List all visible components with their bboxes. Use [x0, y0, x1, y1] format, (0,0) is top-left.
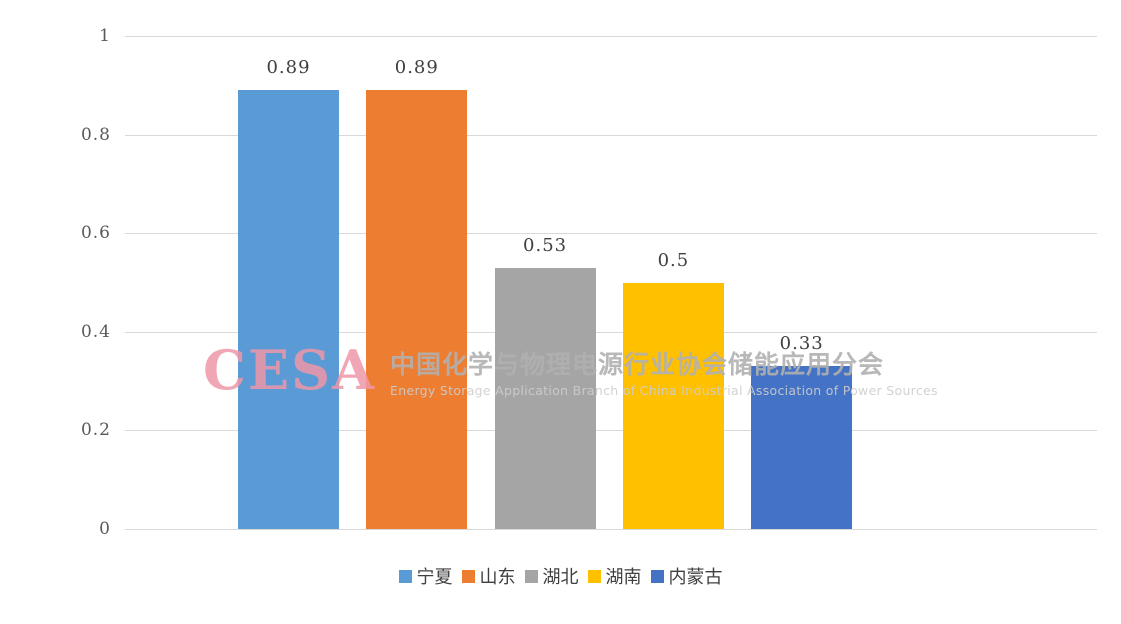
- legend-item-内蒙古: 内蒙古: [650, 563, 723, 589]
- y-axis-tick-label: 0.2: [80, 420, 111, 441]
- bar-湖南: [622, 282, 724, 529]
- y-axis-tick-label: 0.4: [80, 321, 111, 342]
- bar-value-label: 0.89: [394, 57, 439, 79]
- gridline: [125, 36, 1097, 37]
- bar-value-label: 0.53: [523, 234, 568, 256]
- legend-swatch: [524, 569, 538, 583]
- legend-label: 湖南: [605, 567, 642, 588]
- gridline: [125, 331, 1097, 333]
- legend-item-湖南: 湖南: [587, 563, 642, 589]
- y-axis-tick-label: 0.8: [80, 124, 111, 145]
- y-axis-tick-label: 0.6: [80, 223, 111, 244]
- legend: 宁夏 山东 湖北 湖南 内蒙古: [0, 563, 1121, 589]
- y-axis-tick-label: 1: [99, 26, 111, 46]
- legend-swatch: [587, 569, 601, 583]
- gridline: [125, 529, 1097, 530]
- legend-swatch: [461, 569, 475, 583]
- gridline: [125, 430, 1097, 432]
- legend-label: 内蒙古: [668, 567, 723, 588]
- gridline: [125, 233, 1097, 235]
- bar-value-label: 0.5: [657, 249, 690, 271]
- legend-label: 宁夏: [416, 567, 453, 588]
- bar-湖北: [494, 267, 596, 529]
- legend-label: 山东: [479, 567, 516, 588]
- plot-area: 0 0.2 0.4 0.6 0.8 1 0.89 0.89 0.53 0.5 0.33: [81, 26, 1097, 539]
- y-axis-tick-label: 0: [99, 519, 111, 539]
- bar-山东: [366, 90, 468, 529]
- legend-label: 湖北: [542, 567, 579, 588]
- bar-宁夏: [238, 90, 339, 529]
- bar-内蒙古: [751, 366, 853, 529]
- bar-value-label: 0.33: [779, 333, 824, 355]
- legend-swatch: [650, 569, 664, 583]
- bar-value-label: 0.89: [266, 57, 311, 79]
- legend-item-山东: 山东: [461, 563, 516, 589]
- gridline: [125, 134, 1097, 136]
- legend-item-宁夏: 宁夏: [398, 563, 453, 589]
- legend-swatch: [398, 569, 412, 583]
- legend-item-湖北: 湖北: [524, 563, 579, 589]
